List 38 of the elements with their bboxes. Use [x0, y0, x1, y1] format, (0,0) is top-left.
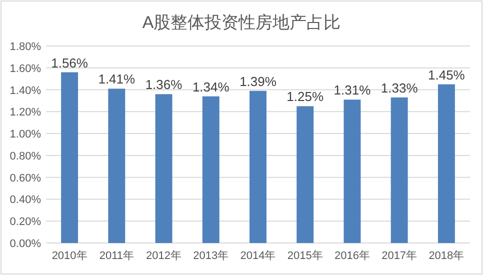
- x-tick-label: 2016年: [334, 250, 370, 262]
- bar: [155, 94, 172, 243]
- x-tick-label: 2013年: [193, 250, 229, 262]
- bar: [250, 90, 266, 243]
- x-tick-label: 2010年: [52, 250, 88, 262]
- y-tick-label: 1.60%: [10, 62, 42, 75]
- data-label: 1.25%: [286, 89, 324, 104]
- data-label: 1.34%: [192, 79, 230, 94]
- x-tick-label: 2012年: [146, 250, 182, 262]
- y-tick-label: 1.80%: [10, 41, 42, 53]
- chart-title: A股整体投资性房地产占比: [142, 13, 341, 32]
- bar: [296, 106, 314, 243]
- y-tick-label: 0.20%: [10, 216, 42, 228]
- y-tick-label: 0.80%: [10, 150, 42, 162]
- x-tick-label: 2014年: [240, 250, 276, 262]
- y-tick-label: 1.00%: [10, 128, 42, 141]
- y-tick-label: 0.60%: [10, 172, 42, 184]
- y-tick-label: 1.20%: [10, 106, 42, 119]
- data-label: 1.56%: [51, 55, 88, 70]
- bar: [202, 96, 220, 243]
- y-tick-label: 0.40%: [10, 194, 42, 206]
- x-tick-label: 2017年: [382, 250, 418, 262]
- data-label: 1.41%: [98, 72, 136, 87]
- data-label: 1.33%: [380, 80, 418, 96]
- bar: [61, 72, 78, 243]
- x-tick-label: 2011年: [99, 250, 134, 262]
- data-label: 1.31%: [334, 82, 372, 98]
- y-tick-label: 0.00%: [10, 238, 42, 250]
- bar: [390, 97, 408, 243]
- bar: [108, 88, 126, 243]
- x-tick-label: 2018年: [428, 250, 464, 262]
- data-label: 1.39%: [240, 74, 277, 89]
- y-tick-label: 1.40%: [10, 84, 42, 97]
- data-label: 1.36%: [145, 77, 183, 92]
- bar: [438, 84, 455, 243]
- data-label: 1.45%: [428, 67, 466, 82]
- bar: [344, 100, 361, 243]
- x-tick-label: 2015年: [287, 250, 323, 262]
